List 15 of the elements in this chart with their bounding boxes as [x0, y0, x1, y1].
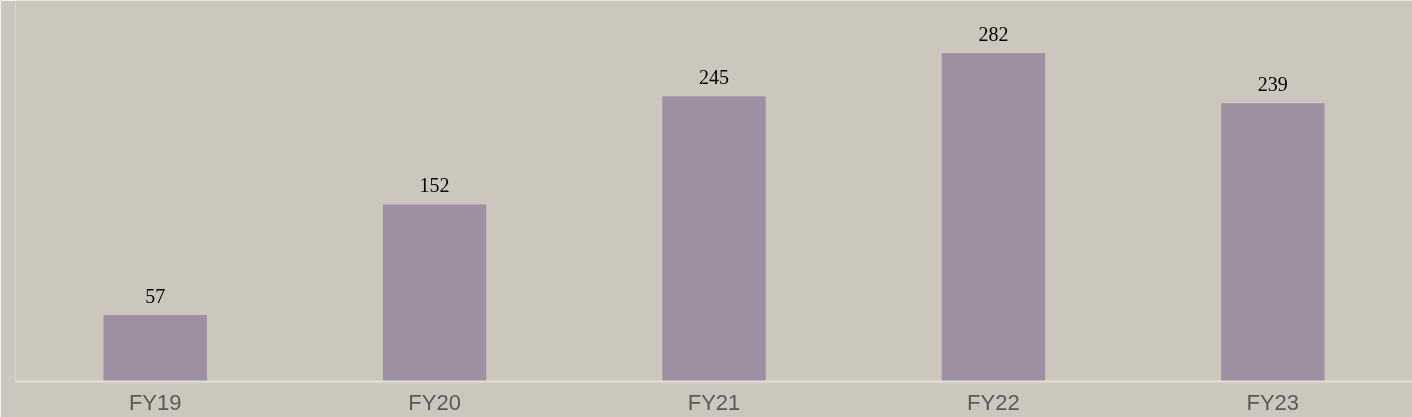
bar	[662, 96, 766, 382]
x-tick-label: FY20	[408, 389, 461, 415]
data-label: 282	[978, 23, 1009, 46]
x-tick-label: FY21	[687, 389, 741, 415]
bar	[941, 53, 1046, 382]
x-tick-label: FY23	[1246, 389, 1300, 415]
data-label: 239	[1257, 73, 1288, 96]
x-tick-label: FY19	[128, 389, 182, 415]
bar	[1221, 103, 1325, 382]
data-label: 152	[419, 174, 450, 197]
bar	[103, 315, 207, 382]
x-tick-label: FY22	[967, 389, 1020, 415]
data-label: 245	[699, 66, 729, 89]
data-label: 57	[145, 285, 166, 308]
bar	[382, 204, 487, 382]
